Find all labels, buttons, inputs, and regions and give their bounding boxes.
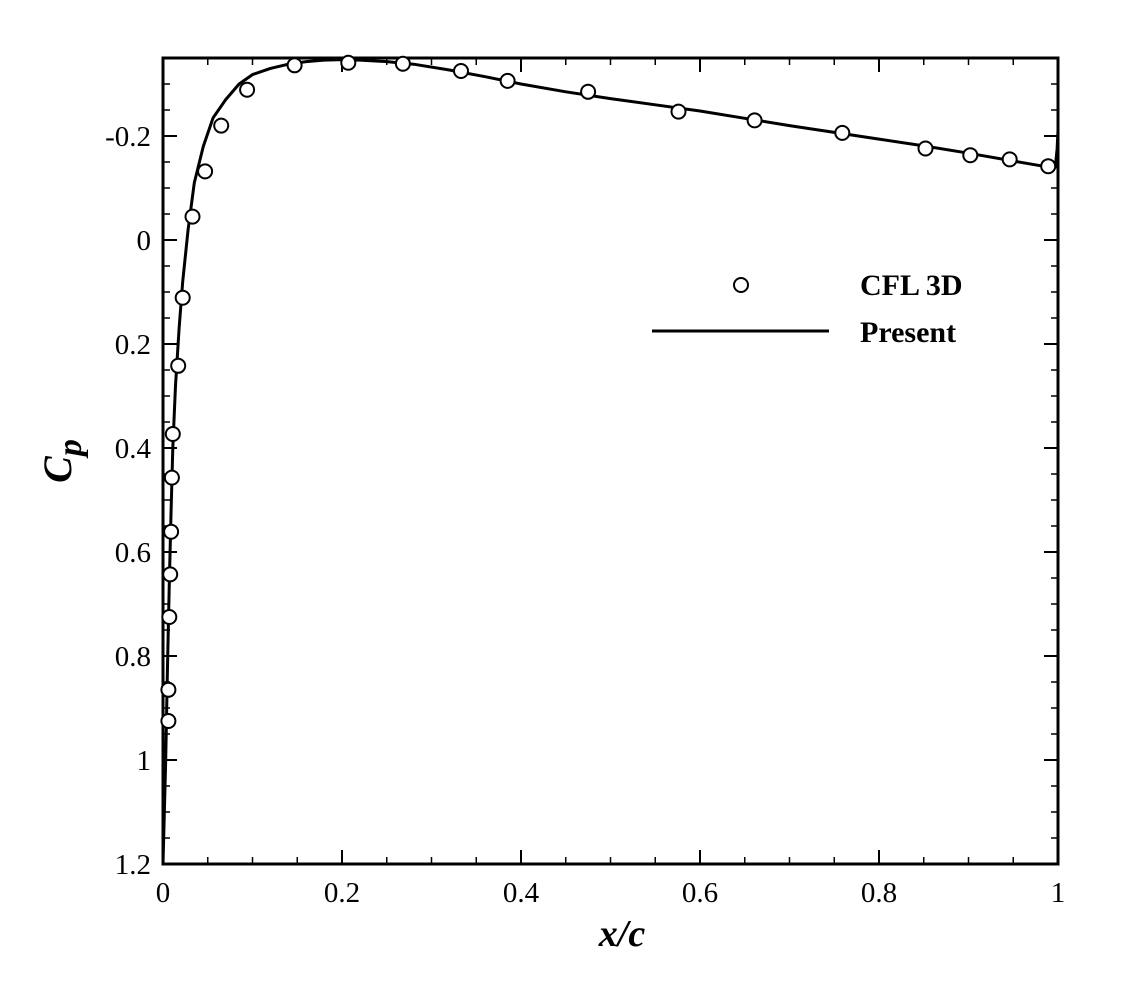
data-point-cfl3d-13 <box>286 57 303 74</box>
series-layer <box>160 54 1060 865</box>
y-tick-label-5: 0.8 <box>115 641 151 673</box>
x-axis-ticks: 0 0.2 0.4 0.6 0.8 1 <box>156 58 1066 909</box>
y-axis-title-main: C <box>35 455 80 483</box>
y-axis-title-subscript: p <box>52 439 89 459</box>
y-tick-label-0: -0.2 <box>105 121 151 153</box>
legend-marker-cfl3d <box>733 277 749 293</box>
series-line-present <box>161 58 1060 865</box>
y-tick-label-2: 0.2 <box>115 329 151 361</box>
data-point-cfl3d-15 <box>394 55 411 72</box>
data-point-cfl3d-19 <box>670 103 687 120</box>
legend-label-present: Present <box>860 316 956 349</box>
legend: CFL 3D Present <box>652 269 963 349</box>
data-point-cfl3d-22 <box>917 140 934 157</box>
data-point-cfl3d-25 <box>1040 158 1057 175</box>
y-tick-label-4: 0.6 <box>115 537 151 569</box>
data-point-cfl3d-14 <box>340 54 357 71</box>
data-point-cfl3d-3 <box>162 566 179 583</box>
data-point-cfl3d-24 <box>1001 151 1018 168</box>
data-point-cfl3d-16 <box>453 63 469 79</box>
y-tick-label-1: 0 <box>137 225 152 257</box>
y-axis-ticks: -0.2 0 0.2 0.4 0.6 0.8 1 1.2 <box>105 57 1058 881</box>
data-point-cfl3d-8 <box>174 289 191 306</box>
data-point-cfl3d-20 <box>746 112 763 129</box>
data-point-cfl3d-4 <box>163 523 180 540</box>
data-point-cfl3d-17 <box>499 72 516 89</box>
data-point-cfl3d-7 <box>170 357 187 374</box>
y-axis-title: Cp <box>35 439 89 483</box>
data-point-cfl3d-9 <box>184 208 201 225</box>
data-point-cfl3d-1 <box>160 681 177 698</box>
x-tick-label-4: 0.8 <box>861 877 897 909</box>
data-point-cfl3d-12 <box>239 81 256 98</box>
data-point-cfl3d-23 <box>962 147 979 164</box>
data-point-cfl3d-18 <box>580 83 597 100</box>
data-point-cfl3d-21 <box>834 124 851 141</box>
x-tick-label-3: 0.6 <box>682 877 718 909</box>
legend-label-cfl3d: CFL 3D <box>860 269 963 302</box>
data-point-cfl3d-2 <box>161 609 178 625</box>
x-tick-label-5: 1 <box>1051 877 1066 909</box>
plot-frame <box>161 56 1060 866</box>
y-tick-label-3: 0.4 <box>115 433 152 465</box>
data-point-cfl3d-6 <box>164 426 181 442</box>
y-tick-label-7: 1.2 <box>115 849 151 881</box>
x-tick-label-2: 0.4 <box>503 877 540 909</box>
data-point-cfl3d-10 <box>197 163 214 180</box>
x-axis-title: x/c <box>598 913 646 955</box>
x-tick-label-0: 0 <box>156 877 171 909</box>
data-point-cfl3d-11 <box>213 117 230 134</box>
y-tick-label-6: 1 <box>137 745 152 777</box>
data-point-cfl3d-5 <box>163 469 180 486</box>
x-tick-label-1: 0.2 <box>324 877 360 909</box>
data-point-cfl3d-0 <box>160 713 177 729</box>
